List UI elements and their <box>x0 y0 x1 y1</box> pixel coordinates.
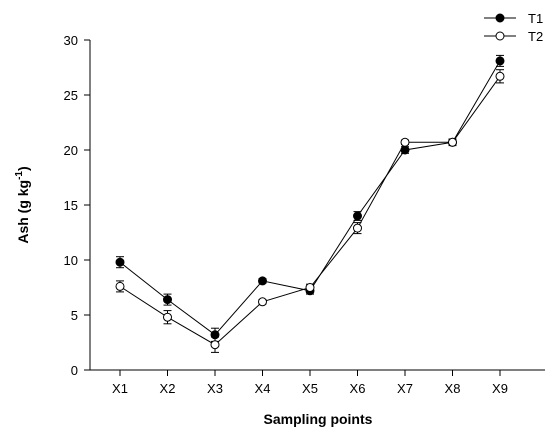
data-point-t1 <box>353 211 362 221</box>
x-tick-label: X4 <box>255 381 271 396</box>
data-point-t2 <box>400 137 410 147</box>
series-layer <box>115 54 505 353</box>
y-tick-label: 25 <box>64 88 78 103</box>
data-point-t1 <box>258 276 267 286</box>
y-tick-label: 5 <box>71 308 78 323</box>
data-point-t2 <box>495 71 505 81</box>
data-point-t2 <box>448 137 457 147</box>
legend-label: T2 <box>528 29 543 44</box>
data-point-t2 <box>258 297 267 307</box>
x-axis-title: Sampling points <box>264 411 373 427</box>
data-point-t2 <box>305 283 315 292</box>
series-t2-line <box>119 76 501 346</box>
x-ticks: X1 X2 X3 X4 X5 X6 X7 X8 X9 <box>112 370 508 396</box>
y-axis-title-superscript: -1 <box>14 171 25 180</box>
y-axis-title-main: Ash (g kg <box>15 180 31 244</box>
y-axis-title: Ash (g kg-1) <box>14 166 31 243</box>
x-tick-label: X5 <box>302 381 318 396</box>
data-point-t2 <box>353 223 362 233</box>
x-tick-label: X6 <box>350 381 366 396</box>
axes <box>89 40 545 371</box>
legend-marker <box>495 13 505 23</box>
data-point-t1 <box>495 56 505 66</box>
x-tick-label: X9 <box>492 381 508 396</box>
data-point-t2 <box>163 312 172 322</box>
data-point-t2 <box>210 340 220 350</box>
y-tick-label: 30 <box>64 33 78 48</box>
y-tick-label: 0 <box>71 363 78 378</box>
series-t1 <box>115 54 505 342</box>
data-point-t1 <box>163 295 172 305</box>
series-t2 <box>115 69 505 353</box>
y-tick-label: 15 <box>64 198 78 213</box>
x-tick-label: X3 <box>207 381 223 396</box>
x-tick-label: X7 <box>397 381 413 396</box>
data-point-t2 <box>115 281 125 291</box>
y-tick-label: 10 <box>64 253 78 268</box>
y-ticks: 0 5 10 15 20 25 30 <box>64 33 90 378</box>
legend-label: T1 <box>528 11 543 26</box>
y-axis-title-suffix: ) <box>15 166 31 171</box>
x-tick-label: X2 <box>160 381 176 396</box>
x-tick-label: X1 <box>112 381 128 396</box>
data-point-t1 <box>115 257 125 267</box>
y-tick-label: 20 <box>64 143 78 158</box>
legend-marker <box>495 31 505 41</box>
x-tick-label: X8 <box>445 381 461 396</box>
